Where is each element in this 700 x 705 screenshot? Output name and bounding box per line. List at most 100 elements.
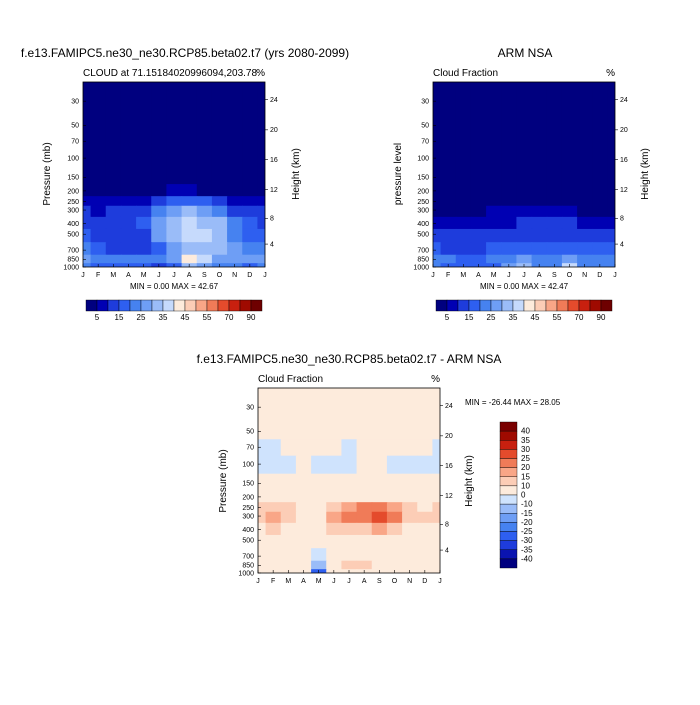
heatmap-cell <box>120 228 137 243</box>
heatmap-cell <box>486 167 502 185</box>
heatmap-cell <box>356 534 373 549</box>
heatmap-cell <box>592 196 609 207</box>
heatmap-cell <box>516 228 533 243</box>
y-tick-label: 500 <box>67 232 79 239</box>
heatmap-cell <box>242 216 259 230</box>
x-tick-label: A <box>126 272 131 279</box>
heatmap-cell <box>258 502 267 513</box>
heatmap-cell <box>120 196 137 207</box>
heatmap-cell <box>386 439 403 457</box>
y-tick-label: 300 <box>242 513 254 520</box>
panel1-minmax: MIN = 0.00 MAX = 42.67 <box>130 282 219 291</box>
x-tick-label: J <box>438 578 442 585</box>
heatmap-cell <box>561 184 578 197</box>
heatmap-cell <box>196 82 213 105</box>
x-tick-label: J <box>172 272 176 279</box>
heatmap-cell <box>258 455 267 475</box>
heatmap-cell <box>227 167 243 185</box>
heatmap-cell <box>326 388 343 411</box>
heatmap-cell <box>105 254 122 264</box>
heatmap-cell <box>83 184 92 197</box>
heatmap-cell <box>356 439 373 457</box>
heatmap-cell <box>455 103 472 143</box>
x-tick-label: A <box>301 578 306 585</box>
heatmap-cell <box>90 228 107 243</box>
heatmap-cell <box>311 534 327 549</box>
panel3-minmax: MIN = -26.44 MAX = 28.05 <box>465 398 561 407</box>
heatmap-cell <box>265 522 282 536</box>
y-tick-label: 30 <box>421 99 429 106</box>
heatmap-cell <box>257 103 265 143</box>
heatmap-cell <box>433 216 442 230</box>
heatmap-cell <box>136 141 152 169</box>
heatmap-cell <box>531 228 548 243</box>
heatmap-cell <box>486 254 502 264</box>
y-tick-label: 100 <box>67 156 79 163</box>
heatmap-cell <box>196 141 213 169</box>
heatmap-cell <box>136 184 152 197</box>
heatmap-cell <box>105 205 122 218</box>
heatmap-cell <box>417 511 434 524</box>
heatmap-cell <box>311 409 327 440</box>
heatmap-cell <box>280 560 297 570</box>
heatmap-cell <box>546 254 563 264</box>
colorbar-swatch <box>217 299 230 312</box>
y-tick-label: 1000 <box>238 570 254 577</box>
heatmap-cell <box>295 439 312 457</box>
colorbar-swatch <box>446 299 459 312</box>
heatmap-cell <box>136 205 152 218</box>
heatmap-cell <box>607 254 615 264</box>
x-tick-label: J <box>507 272 511 279</box>
heatmap-cell <box>341 534 358 549</box>
heatmap-cell <box>227 254 243 264</box>
x-tick-label: N <box>232 272 237 279</box>
heatmap-cell <box>295 473 312 491</box>
colorbar-swatch <box>499 531 518 541</box>
y-tick-label: 850 <box>242 563 254 570</box>
colorbar-swatch <box>499 503 518 514</box>
colorbar-label: 20 <box>521 463 530 472</box>
heatmap-cell <box>83 141 92 169</box>
colorbar-swatch <box>499 549 518 560</box>
heatmap-cell <box>470 184 487 197</box>
colorbar-swatch <box>96 299 109 312</box>
y-tick-label: 300 <box>417 207 429 214</box>
heatmap-cell <box>295 534 312 549</box>
x-tick-label: O <box>567 272 573 279</box>
heatmap-cell <box>181 216 198 230</box>
heatmap-cell <box>531 242 548 256</box>
heatmap-cell <box>341 473 358 491</box>
heatmap-cell <box>265 473 282 491</box>
heatmap-cell <box>592 167 609 185</box>
colorbar-swatch <box>490 299 503 312</box>
heatmap-cell <box>402 569 418 573</box>
heatmap-cell <box>432 548 440 562</box>
heatmap-cell <box>258 511 267 524</box>
heatmap-cell <box>258 439 267 457</box>
heatmap-cell <box>440 82 457 105</box>
heatmap-cell <box>211 103 228 143</box>
colorbar-swatch <box>499 421 518 432</box>
colorbar-label: 5 <box>95 313 100 322</box>
heatmap-cell <box>181 205 198 218</box>
y-tick-label: 1000 <box>413 264 429 271</box>
heatmap-cell <box>470 228 487 243</box>
heatmap-cell <box>432 511 440 524</box>
x-tick-label: M <box>110 272 116 279</box>
heatmap-cell <box>592 103 609 143</box>
heatmap-cell <box>577 205 593 218</box>
heatmap-cell <box>83 216 92 230</box>
colorbar-swatch <box>523 299 536 312</box>
heatmap-cell <box>501 103 518 143</box>
heatmap-cell <box>531 205 548 218</box>
heatmap-cell <box>258 522 267 536</box>
heatmap-cell <box>83 242 92 256</box>
colorbar-swatch <box>435 299 448 312</box>
heatmap-cell <box>433 242 442 256</box>
heatmap-cell <box>211 82 228 105</box>
heatmap-cell <box>516 141 533 169</box>
x-tick-label: F <box>271 578 275 585</box>
x-tick-label: D <box>247 272 252 279</box>
heatmap-cell <box>592 205 609 218</box>
